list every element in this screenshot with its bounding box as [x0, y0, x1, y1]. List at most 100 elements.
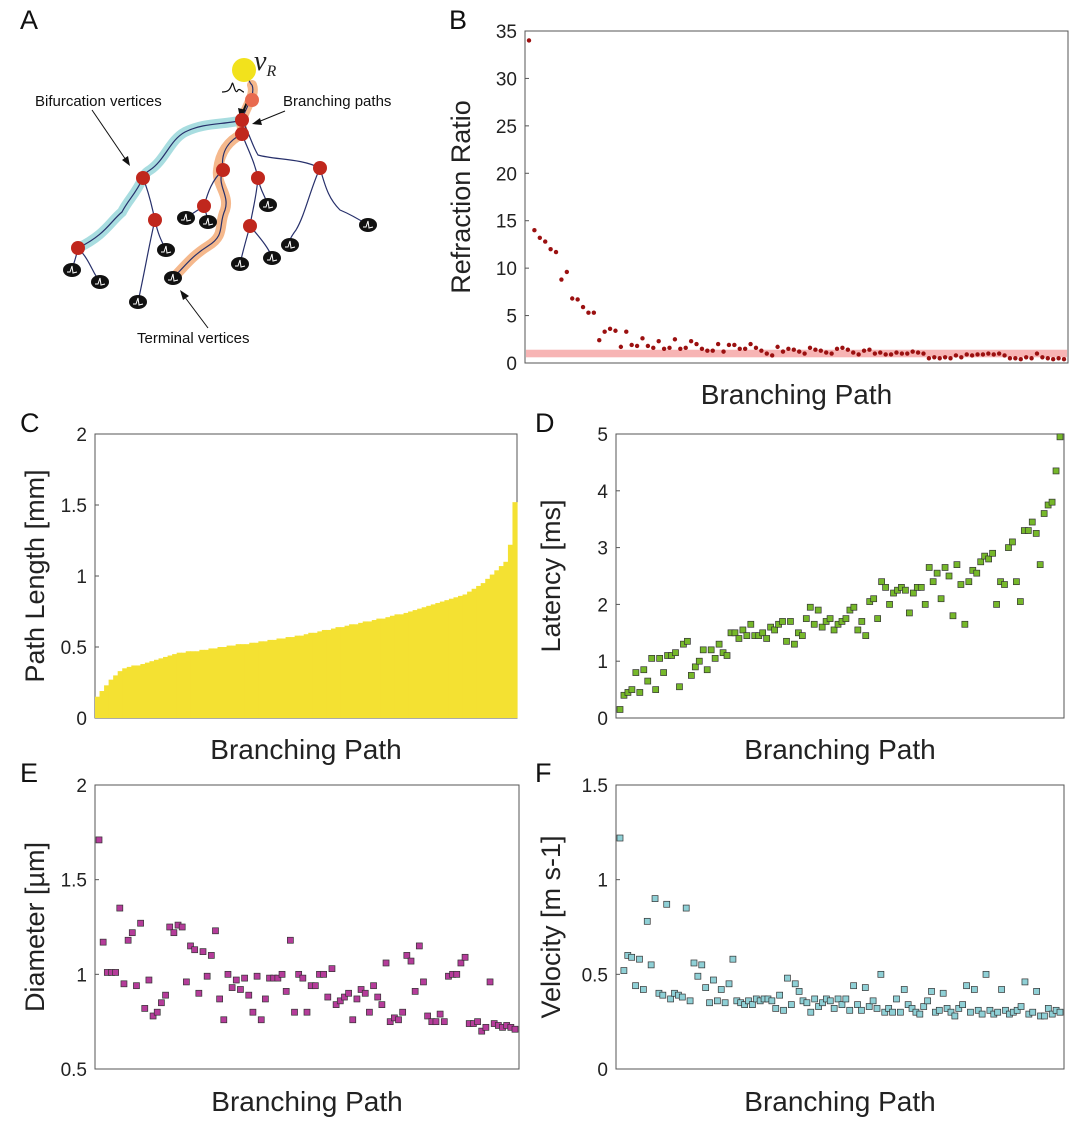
- data-point: [768, 997, 776, 1005]
- data-point: [287, 936, 294, 944]
- data-point: [1013, 1006, 1021, 1014]
- data-point: [124, 936, 132, 944]
- reference-band: [526, 349, 1067, 358]
- data-point: [262, 995, 269, 1003]
- data-point: [1040, 355, 1045, 360]
- terminal-vertex: [263, 251, 281, 265]
- bar: [235, 644, 241, 718]
- terminal-vertex-body: [359, 218, 377, 232]
- data-point: [440, 1018, 448, 1026]
- data-point: [253, 972, 261, 980]
- data-point: [807, 1008, 815, 1016]
- data-point: [933, 569, 941, 577]
- bar: [176, 652, 182, 718]
- data-point: [511, 1025, 519, 1033]
- data-point: [661, 346, 667, 351]
- data-point: [320, 970, 327, 978]
- y-tick-label: 1: [76, 567, 87, 588]
- data-point: [814, 606, 822, 614]
- data-point: [869, 997, 877, 1005]
- data-point: [341, 993, 348, 1001]
- vertex: [197, 199, 211, 213]
- y-tick-label: 5: [506, 307, 517, 328]
- data-point: [249, 1008, 257, 1016]
- data-point: [803, 999, 811, 1007]
- data-point: [795, 988, 803, 995]
- data-point: [725, 980, 733, 988]
- spike-icon: [235, 259, 246, 268]
- data-point: [237, 986, 244, 993]
- terminal-vertex-body: [263, 251, 281, 265]
- vertex: [245, 93, 259, 107]
- data-point: [851, 350, 856, 355]
- data-point: [694, 972, 702, 980]
- y-tick-label: 0: [506, 354, 517, 375]
- data-point: [834, 346, 840, 351]
- data-point: [170, 929, 178, 937]
- bar: [172, 654, 178, 718]
- bar: [108, 679, 114, 718]
- x-axis-label: Branching Path: [211, 1086, 402, 1117]
- bar: [104, 685, 110, 718]
- data-point: [591, 310, 597, 315]
- terminal-vertex-body: [157, 243, 175, 257]
- y-tick-label: 5: [597, 425, 608, 446]
- bar: [199, 649, 205, 718]
- y-tick-label: 1.5: [582, 776, 608, 797]
- plot-area: [615, 433, 1065, 719]
- data-point: [824, 350, 829, 355]
- data-point: [856, 352, 861, 357]
- bar: [399, 614, 405, 718]
- data-point: [943, 1005, 951, 1012]
- data-point: [643, 917, 651, 925]
- data-point: [830, 626, 838, 634]
- bifurcation-pointer: [91, 109, 127, 161]
- data-point: [1024, 527, 1032, 534]
- data-point: [1056, 356, 1061, 361]
- data-point: [1033, 988, 1040, 995]
- data-point: [886, 601, 893, 608]
- bar: [226, 645, 232, 718]
- data-point: [195, 989, 203, 997]
- data-point: [1052, 467, 1060, 475]
- chart-c: 0 0.5 1 1.5 2 Branching Path Path Length [mm]: [20, 425, 518, 765]
- data-point: [1056, 433, 1064, 441]
- bar: [453, 597, 459, 718]
- terminal-vertex: [91, 275, 109, 289]
- data-point: [1002, 353, 1007, 358]
- bar: [131, 665, 137, 718]
- bar: [507, 544, 514, 718]
- y-axis-label: Refraction Ratio: [446, 100, 476, 294]
- data-point: [893, 995, 900, 1003]
- data-point: [969, 353, 975, 358]
- data-point: [743, 632, 751, 639]
- data-point: [937, 595, 945, 603]
- data-point: [153, 1008, 161, 1016]
- branching-pointer: [257, 110, 286, 123]
- data-point: [763, 635, 771, 642]
- data-point: [977, 558, 985, 566]
- data-point: [241, 974, 248, 982]
- data-point: [802, 351, 807, 356]
- bar: [231, 645, 237, 718]
- panel-label-f: F: [535, 758, 552, 788]
- data-point: [846, 1006, 854, 1014]
- data-point: [257, 1016, 265, 1024]
- data-point: [399, 1008, 407, 1016]
- bar: [244, 644, 250, 718]
- data-point: [993, 601, 1000, 608]
- data-point: [850, 603, 858, 611]
- bar: [439, 601, 445, 718]
- bar: [95, 696, 101, 718]
- data-point: [660, 669, 667, 676]
- terminal-vertex-body: [91, 275, 109, 289]
- bar: [113, 675, 119, 718]
- data-point: [245, 991, 253, 999]
- data-point: [415, 942, 423, 950]
- data-point: [1005, 544, 1012, 551]
- data-point: [883, 352, 888, 357]
- bar: [498, 566, 504, 718]
- data-point: [95, 836, 103, 844]
- data-point: [994, 1008, 1002, 1016]
- data-point: [961, 620, 969, 628]
